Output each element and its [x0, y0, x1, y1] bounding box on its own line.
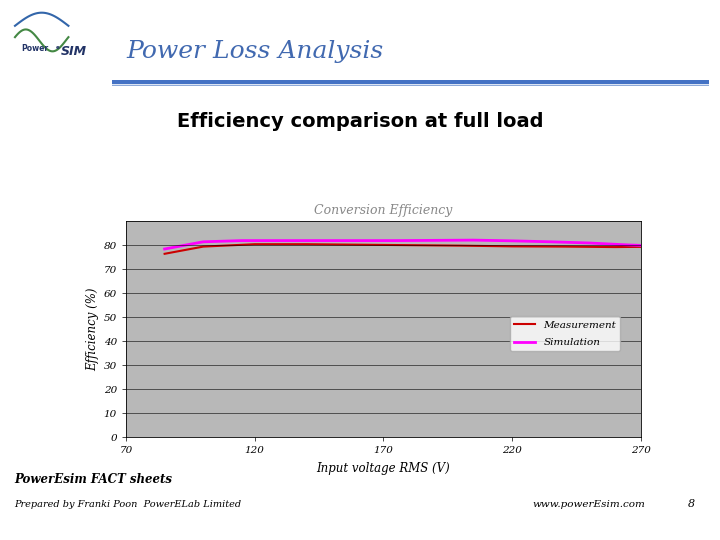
- Text: 8: 8: [688, 498, 695, 509]
- Text: Prepared by Franki Poon  PowerELab Limited: Prepared by Franki Poon PowerELab Limite…: [14, 500, 241, 509]
- Measurement: [456, 242, 465, 249]
- Text: e: e: [56, 45, 60, 50]
- Simulation: [354, 238, 362, 244]
- Simulation: [508, 238, 516, 244]
- Simulation: [431, 237, 439, 244]
- X-axis label: Input voltage RMS (V): Input voltage RMS (V): [317, 462, 450, 475]
- Measurement: [405, 242, 413, 248]
- Text: SIM: SIM: [60, 45, 87, 58]
- Text: Efficiency comparison at full load: Efficiency comparison at full load: [176, 112, 544, 131]
- Measurement: [559, 244, 568, 250]
- Legend: Measurement, Simulation: Measurement, Simulation: [510, 316, 620, 352]
- Simulation: [315, 238, 323, 244]
- Measurement: [251, 241, 259, 247]
- Simulation: [636, 242, 645, 248]
- Measurement: [199, 244, 207, 250]
- Simulation: [469, 237, 478, 244]
- Measurement: [636, 244, 645, 250]
- Line: Measurement: Measurement: [165, 244, 641, 254]
- Title: Conversion Efficiency: Conversion Efficiency: [314, 205, 453, 218]
- Simulation: [199, 239, 207, 245]
- Simulation: [585, 240, 593, 246]
- Measurement: [354, 241, 362, 248]
- Text: Power: Power: [21, 44, 48, 53]
- Measurement: [161, 251, 169, 257]
- Simulation: [238, 238, 246, 244]
- Text: Power Loss Analysis: Power Loss Analysis: [126, 40, 383, 63]
- Text: www.powerEsim.com: www.powerEsim.com: [533, 500, 646, 509]
- Simulation: [392, 238, 400, 244]
- Simulation: [546, 239, 555, 245]
- Text: PowerEsim FACT sheets: PowerEsim FACT sheets: [14, 473, 172, 487]
- Simulation: [624, 242, 632, 248]
- Simulation: [161, 246, 169, 252]
- Y-axis label: Efficiency (%): Efficiency (%): [86, 288, 99, 371]
- Measurement: [508, 243, 516, 249]
- Line: Simulation: Simulation: [165, 240, 641, 249]
- Simulation: [276, 238, 285, 244]
- Measurement: [302, 241, 310, 247]
- Measurement: [611, 244, 619, 251]
